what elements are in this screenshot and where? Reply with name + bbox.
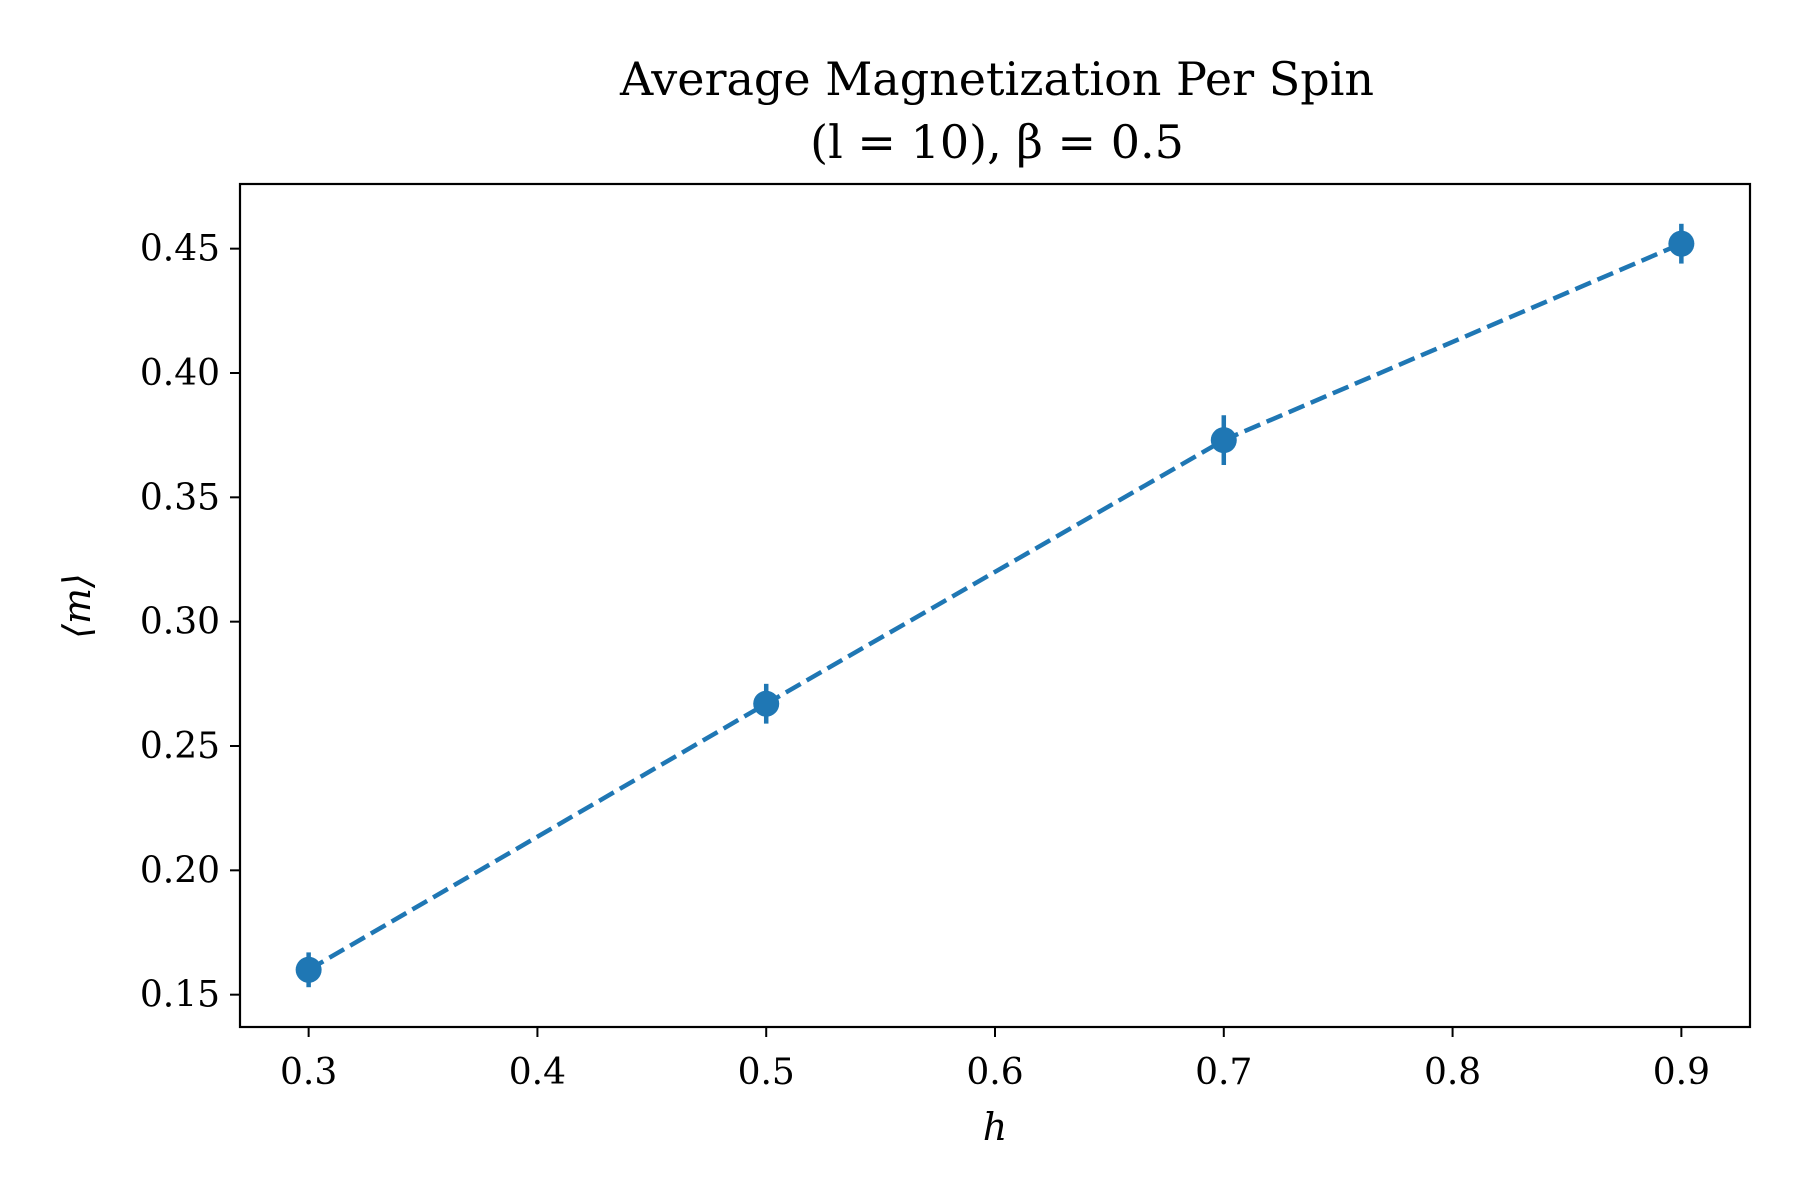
y-tick-label: 0.30	[140, 602, 220, 643]
y-tick-label: 0.35	[140, 477, 220, 518]
x-tick-label: 0.6	[966, 1052, 1023, 1093]
data-point	[295, 956, 322, 983]
plot-area	[295, 223, 1695, 988]
x-tick-label: 0.8	[1424, 1052, 1481, 1093]
y-axis: 0.15 0.20 0.25 0.30 0.35 0.40 0.45	[140, 229, 240, 1016]
x-tick-label: 0.9	[1653, 1052, 1710, 1093]
y-axis-label: ⟨m⟩	[55, 573, 99, 639]
y-tick-label: 0.20	[140, 850, 220, 891]
series-line	[307, 241, 1683, 972]
x-tick-label: 0.3	[280, 1052, 337, 1093]
x-tick-label: 0.5	[738, 1052, 795, 1093]
x-tick-label: 0.4	[509, 1052, 566, 1093]
y-tick-label: 0.40	[140, 353, 220, 394]
data-point	[1668, 230, 1695, 257]
x-axis-label: h	[983, 1105, 1007, 1149]
data-point	[1210, 427, 1237, 454]
y-tick-label: 0.45	[140, 229, 220, 270]
chart-title: Average Magnetization Per Spin	[619, 52, 1374, 106]
data-point	[753, 690, 780, 717]
y-tick-label: 0.15	[140, 975, 220, 1016]
x-axis: 0.3 0.4 0.5 0.6 0.7 0.8 0.9	[280, 1027, 1710, 1093]
chart-subtitle: (l = 10), β = 0.5	[810, 115, 1184, 169]
y-tick-label: 0.25	[140, 726, 220, 767]
x-tick-label: 0.7	[1195, 1052, 1252, 1093]
